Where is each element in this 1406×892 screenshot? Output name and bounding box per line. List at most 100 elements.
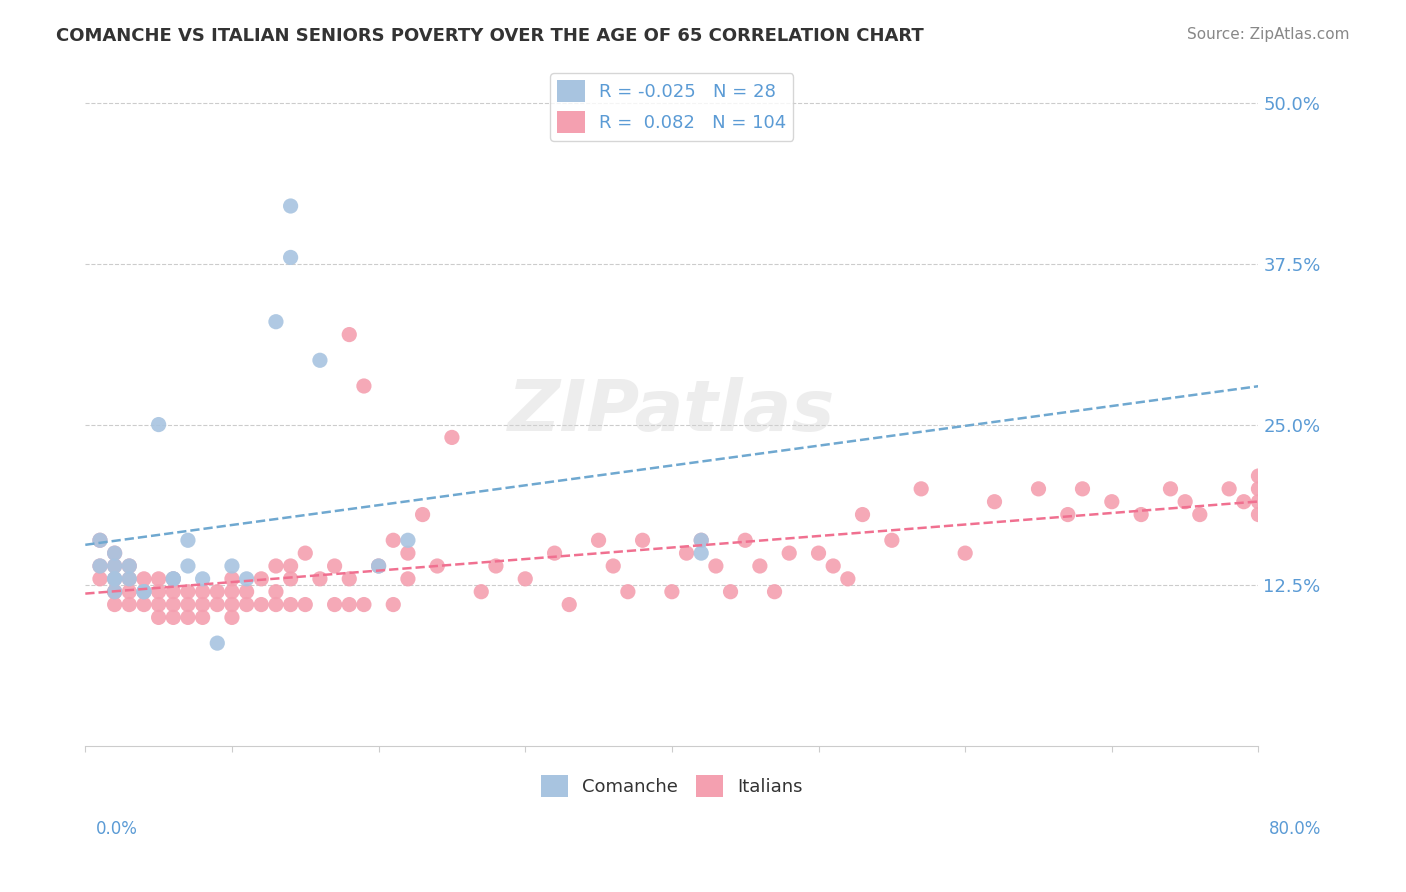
Point <box>734 533 756 548</box>
Point <box>104 584 127 599</box>
Point <box>690 533 713 548</box>
Point <box>89 572 111 586</box>
Point <box>162 610 184 624</box>
Point <box>118 559 141 574</box>
Point <box>207 598 229 612</box>
Point <box>353 598 375 612</box>
Point <box>309 572 332 586</box>
Point <box>89 533 111 548</box>
Point <box>89 533 111 548</box>
Point <box>690 533 713 548</box>
Point <box>132 584 155 599</box>
Point <box>1159 482 1181 496</box>
Point <box>294 598 316 612</box>
Point <box>162 598 184 612</box>
Point <box>1247 482 1270 496</box>
Point <box>235 572 257 586</box>
Text: 0.0%: 0.0% <box>96 820 138 838</box>
Point <box>778 546 800 560</box>
Point <box>515 572 537 586</box>
Point <box>953 546 976 560</box>
Point <box>191 572 214 586</box>
Point <box>264 315 287 329</box>
Point <box>440 430 463 444</box>
Point <box>337 598 360 612</box>
Point <box>221 598 243 612</box>
Point <box>177 584 200 599</box>
Point <box>367 559 389 574</box>
Point <box>132 584 155 599</box>
Point <box>337 572 360 586</box>
Legend: Comanche, Italians: Comanche, Italians <box>533 767 810 804</box>
Point <box>353 379 375 393</box>
Point <box>983 494 1005 508</box>
Point <box>1247 469 1270 483</box>
Point <box>661 584 683 599</box>
Point <box>104 572 127 586</box>
Point <box>104 598 127 612</box>
Point <box>264 559 287 574</box>
Point <box>177 533 200 548</box>
Point <box>748 559 770 574</box>
Point <box>191 610 214 624</box>
Point <box>1071 482 1094 496</box>
Text: COMANCHE VS ITALIAN SENIORS POVERTY OVER THE AGE OF 65 CORRELATION CHART: COMANCHE VS ITALIAN SENIORS POVERTY OVER… <box>56 27 924 45</box>
Point <box>1188 508 1211 522</box>
Point <box>104 572 127 586</box>
Point <box>823 559 845 574</box>
Point <box>675 546 697 560</box>
Point <box>910 482 932 496</box>
Point <box>880 533 903 548</box>
Point <box>221 572 243 586</box>
Point <box>396 572 419 586</box>
Point <box>221 584 243 599</box>
Point <box>221 559 243 574</box>
Point <box>470 584 492 599</box>
Point <box>837 572 859 586</box>
Point <box>280 598 302 612</box>
Point <box>104 584 127 599</box>
Point <box>148 598 170 612</box>
Point <box>148 417 170 432</box>
Point <box>396 546 419 560</box>
Point <box>118 598 141 612</box>
Point <box>1028 482 1050 496</box>
Point <box>280 251 302 265</box>
Point <box>309 353 332 368</box>
Point <box>177 610 200 624</box>
Point <box>104 559 127 574</box>
Point <box>162 572 184 586</box>
Point <box>89 559 111 574</box>
Point <box>207 636 229 650</box>
Point <box>264 584 287 599</box>
Point <box>763 584 786 599</box>
Point <box>235 598 257 612</box>
Point <box>382 598 405 612</box>
Point <box>1101 494 1123 508</box>
Point <box>280 572 302 586</box>
Point <box>132 598 155 612</box>
Point <box>851 508 873 522</box>
Point <box>807 546 830 560</box>
Point <box>588 533 610 548</box>
Point <box>118 572 141 586</box>
Point <box>382 533 405 548</box>
Point <box>162 572 184 586</box>
Point <box>118 559 141 574</box>
Point <box>323 559 346 574</box>
Point <box>264 598 287 612</box>
Point <box>148 610 170 624</box>
Point <box>177 559 200 574</box>
Point <box>396 533 419 548</box>
Point <box>1218 482 1240 496</box>
Point <box>280 199 302 213</box>
Point <box>104 546 127 560</box>
Point <box>294 546 316 560</box>
Point <box>104 584 127 599</box>
Point <box>118 572 141 586</box>
Point <box>617 584 640 599</box>
Point <box>250 598 273 612</box>
Point <box>207 584 229 599</box>
Point <box>704 559 727 574</box>
Point <box>720 584 742 599</box>
